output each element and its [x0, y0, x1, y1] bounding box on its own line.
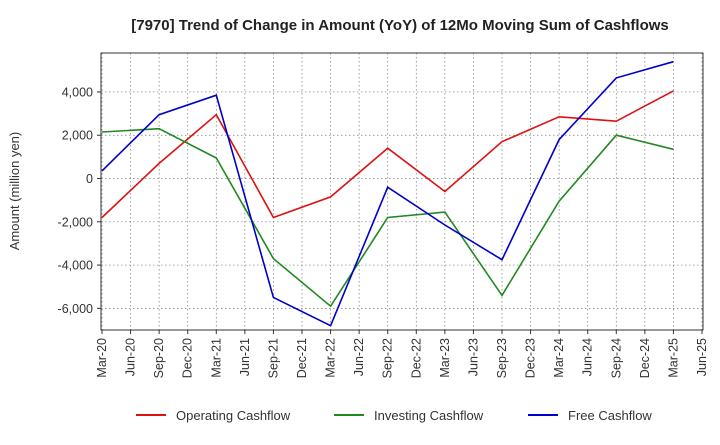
x-tick-label: Jun-25 [695, 338, 709, 376]
x-tick-label: Jun-21 [238, 338, 252, 376]
x-tick-label: Sep-20 [152, 338, 166, 378]
y-tick-label: 0 [86, 172, 93, 186]
x-tick-label: Dec-24 [638, 338, 652, 378]
x-tick-label: Mar-20 [95, 338, 109, 378]
x-tick-label: Sep-24 [609, 338, 623, 378]
x-tick-label: Mar-25 [666, 338, 680, 378]
x-tick-label: Dec-21 [295, 338, 309, 378]
y-tick-label: 4,000 [62, 85, 93, 99]
x-tick-label: Mar-22 [324, 338, 338, 378]
series-line-free-cashflow [101, 60, 674, 327]
y-tick-label: 2,000 [62, 129, 93, 143]
x-tick-label: Jun-23 [466, 338, 480, 376]
x-tick-label: Mar-21 [209, 338, 223, 378]
x-tick-label: Dec-23 [524, 338, 538, 378]
x-tick-label: Mar-23 [438, 338, 452, 378]
y-tick-label: -6,000 [58, 302, 93, 316]
x-tick-label: Sep-21 [266, 338, 280, 378]
plot-frame [100, 52, 704, 331]
x-tick-label: Jun-22 [352, 338, 366, 376]
y-tick-label: -2,000 [58, 215, 93, 229]
legend-label-operating-cashflow: Operating Cashflow [176, 408, 291, 423]
legend: Operating Cashflow Investing Cashflow Free… [136, 408, 652, 423]
x-tick-label: Dec-22 [409, 338, 423, 378]
y-axis-label: Amount (million yen) [7, 132, 22, 251]
x-tick-label: Jun-24 [581, 338, 595, 376]
grid [101, 53, 703, 330]
series-lines [101, 60, 674, 327]
series-line-investing-cashflow [101, 127, 674, 308]
x-tick-label: Sep-22 [381, 338, 395, 378]
legend-label-free-cashflow: Free Cashflow [568, 408, 652, 423]
y-axis-ticks: -6,000 -4,000 -2,000 0 2,000 4,000 [58, 85, 101, 316]
x-tick-label: Dec-20 [181, 338, 195, 378]
x-tick-label: Jun-20 [124, 338, 138, 376]
x-axis-ticks: Mar-20 Jun-20 Sep-20 Dec-20 Mar-21 Jun-21 Sep-… [95, 330, 709, 378]
chart-title: [7970] Trend of Change in Amount (YoY) o… [131, 17, 669, 34]
x-tick-label: Mar-24 [552, 338, 566, 378]
y-tick-label: -4,000 [58, 259, 93, 273]
x-tick-label: Sep-23 [495, 338, 509, 378]
legend-label-investing-cashflow: Investing Cashflow [374, 408, 484, 423]
